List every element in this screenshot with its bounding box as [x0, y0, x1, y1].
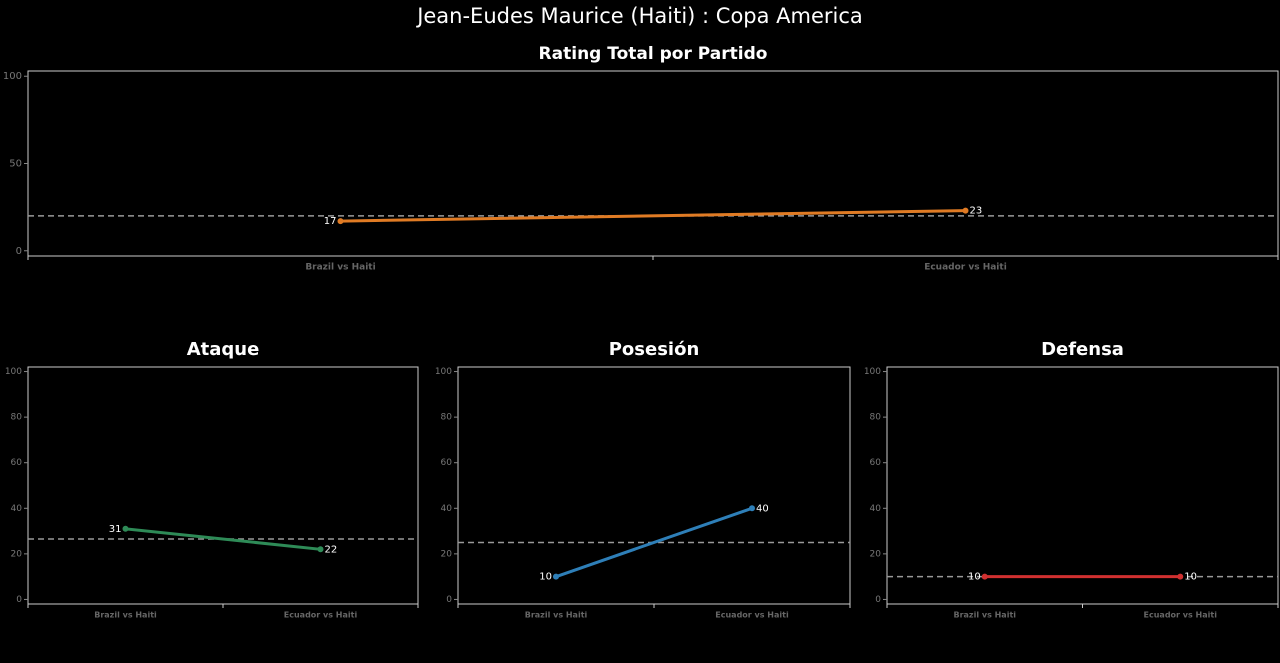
x-tick-label: Brazil vs Haiti [94, 611, 157, 620]
y-tick-label: 80 [870, 413, 882, 423]
plot-frame [457, 366, 851, 605]
value-label: 10 [539, 572, 552, 583]
value-label: 40 [756, 503, 769, 514]
value-label: 17 [324, 216, 337, 227]
y-tick-label: 20 [11, 549, 23, 559]
y-tick-label: 100 [864, 367, 881, 377]
y-tick-label: 0 [446, 595, 452, 605]
y-tick-label: 20 [441, 549, 453, 559]
point [317, 546, 324, 553]
y-tick-label: 80 [441, 413, 453, 423]
point [122, 525, 129, 532]
y-tick-label: 60 [870, 458, 882, 468]
point [553, 573, 559, 580]
x-tick-label: Brazil vs Haiti [525, 611, 588, 620]
y-tick-label: 0 [16, 595, 22, 605]
point [1177, 573, 1184, 580]
y-tick-label: 40 [870, 504, 882, 514]
plot-frame [886, 366, 1279, 605]
x-tick-label: Ecuador vs Haiti [924, 263, 1007, 273]
value-label: 31 [109, 524, 122, 535]
series-line [125, 527, 321, 551]
plot-frame [27, 366, 419, 605]
x-tick-label: Brazil vs Haiti [953, 611, 1016, 620]
x-tick-label: Ecuador vs Haiti [284, 611, 358, 620]
value-label: 22 [325, 544, 338, 555]
series-line [555, 506, 753, 579]
value-label: 23 [970, 206, 983, 217]
y-tick-label: 100 [3, 71, 22, 82]
point [749, 505, 755, 512]
y-tick-label: 0 [875, 595, 881, 605]
plot-frame [27, 70, 1279, 257]
y-tick-label: 0 [16, 246, 22, 257]
y-tick-label: 20 [870, 549, 882, 559]
series-line [340, 209, 966, 223]
y-tick-label: 100 [435, 367, 452, 377]
y-tick-label: 100 [5, 367, 22, 377]
value-label: 10 [1184, 572, 1197, 583]
y-tick-label: 40 [441, 504, 453, 514]
point [981, 573, 988, 580]
chart-title: Rating Total por Partido [539, 44, 768, 64]
chart-title: Ataque [187, 339, 260, 360]
page-title: Jean-Eudes Maurice (Haiti) : Copa Americ… [415, 4, 863, 28]
y-tick-label: 80 [11, 413, 23, 423]
chart-title: Posesión [609, 339, 700, 360]
x-tick-label: Ecuador vs Haiti [1144, 611, 1218, 620]
y-tick-label: 60 [441, 458, 453, 468]
y-tick-label: 40 [11, 504, 23, 514]
x-tick-label: Ecuador vs Haiti [715, 611, 789, 620]
y-tick-label: 60 [11, 458, 23, 468]
y-tick-label: 50 [9, 159, 22, 170]
x-tick-label: Brazil vs Haiti [305, 263, 375, 273]
value-label: 10 [968, 572, 981, 583]
chart-title: Defensa [1041, 339, 1124, 360]
point [962, 207, 969, 214]
point [337, 218, 344, 225]
